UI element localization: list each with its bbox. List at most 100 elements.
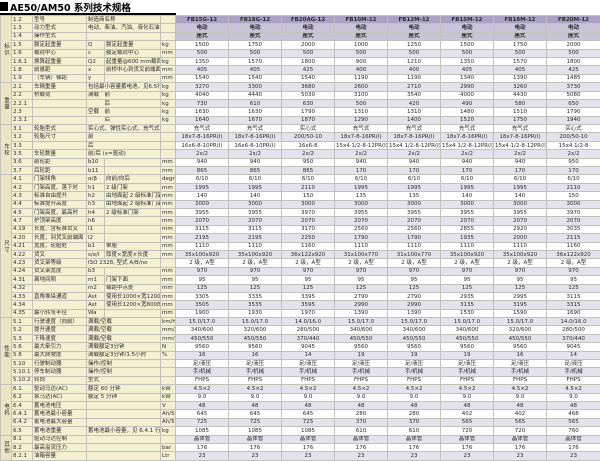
- row-number: 5.10: [11, 358, 33, 369]
- cell-value: 1340: [440, 73, 495, 84]
- cell-value: 950: [546, 157, 600, 168]
- cell-value: 1390: [493, 73, 548, 84]
- cell-value: 4.5×2: [281, 384, 336, 394]
- cell-value: 1970: [281, 308, 336, 319]
- cell-value: 95: [387, 275, 442, 285]
- row-unit: mm: [160, 65, 177, 75]
- row-description: [103, 216, 162, 226]
- cell-value: 2070: [228, 216, 283, 226]
- cell-value: 200/50-10: [281, 132, 336, 142]
- row-unit: kg: [160, 426, 177, 436]
- row-description: 2 级标准门架: [103, 207, 162, 218]
- cell-value: 95: [440, 275, 495, 285]
- row-number: 2.2: [11, 90, 33, 100]
- cell-value: 9.0: [440, 392, 495, 402]
- cell-value: 18x7-8-16PR(I): [387, 132, 442, 142]
- table-row: 车轮3.1轮胎型式实心式、弹性实心式、充气式、聚氨酯式充气式充气式实心式充气式充…: [0, 124, 600, 176]
- cell-value: 2 级，A型: [175, 258, 230, 268]
- cell-value: 125: [387, 283, 442, 293]
- cell-value: 23: [281, 451, 336, 461]
- cell-value: 3270: [175, 82, 230, 92]
- row-number: 4.3: [11, 191, 33, 201]
- cell-value: 23: [175, 451, 230, 461]
- cell-value: FHPS: [387, 375, 442, 386]
- row-number: 6.4: [11, 400, 33, 411]
- cell-value: 565: [493, 417, 548, 428]
- cell-value: 充气式: [440, 124, 495, 134]
- row-description: 包括最小容量蓄电池，见6.5行: [85, 82, 162, 92]
- cell-value: 150: [546, 191, 600, 201]
- spec-table: 标识 1.2 型号 制造商名称 FB15G-12 FB18G-12 FB20AG-12 FB1…: [0, 14, 600, 461]
- cell-value: 1940: [546, 115, 600, 126]
- cell-value: 23: [387, 451, 442, 461]
- cell-value: 1110: [440, 241, 495, 251]
- row-label: 轮胎型式: [32, 124, 87, 134]
- cell-value: 3955: [334, 207, 389, 218]
- cell-value: 450/550: [334, 333, 389, 344]
- cell-value: 1190: [334, 73, 389, 84]
- row-symbol: Ast: [86, 291, 105, 302]
- group-label: 电机: [0, 384, 12, 436]
- cell-value: 3260: [493, 82, 548, 92]
- table-row: 3.7 后轮距 b11 mm 865 865 865 170 170 170 170 170: [1, 166, 600, 176]
- cell-value: 1500: [175, 40, 230, 50]
- row-label: 车轮数量: [32, 149, 87, 159]
- row-number: 4.33: [11, 291, 33, 302]
- table-row: 6.4 蓄电池电压 V 48 48 48 48 48 48 48 48: [1, 400, 600, 411]
- cell-value: 晶体管: [175, 434, 230, 444]
- cell-value: 340/600: [175, 325, 230, 335]
- row-label: 离地间隙: [32, 275, 87, 285]
- row-description: 额定 5 分钟: [85, 392, 162, 402]
- row-symbol: h1: [86, 182, 105, 193]
- table-row: 6.2 泵马达(AC) 额定 5 分钟 kW 9.0 9.0 9.0 9.0 9.0 9.0 9.0…: [1, 392, 600, 402]
- table-row: 6.4.1蓄电池最小容量Ah/5h64564564528028040240246…: [1, 409, 600, 419]
- cell-value: 500: [228, 48, 283, 58]
- row-description: 前桥中心到货叉前端面: [103, 65, 162, 75]
- cell-value: 9560: [440, 342, 495, 352]
- cell-value: 2110: [281, 182, 336, 193]
- cell-value: 35x100x920: [493, 249, 548, 260]
- cell-value: 1900: [175, 308, 230, 319]
- cell-value: 1390: [387, 308, 442, 319]
- cell-value: 48: [334, 400, 389, 411]
- row-unit: kg: [160, 115, 177, 126]
- cell-value: FB18M-12: [493, 14, 548, 25]
- cell-value: 足/液压: [440, 358, 495, 369]
- cell-value: 1510: [493, 107, 548, 117]
- cell-value: 95: [334, 275, 389, 285]
- cell-value: 足/液压: [546, 358, 600, 369]
- table-row: 4.20 长度、到货叉前端面 l2 mm 2195 2195 2250 1790 1790 193…: [1, 233, 600, 243]
- cell-value: 95: [228, 275, 283, 285]
- row-symbol: b10: [86, 157, 105, 168]
- cell-value: 176: [228, 442, 283, 453]
- cell-value: 2 级，A型: [281, 258, 336, 268]
- row-unit: mm: [160, 199, 177, 210]
- cell-value: 610: [334, 426, 389, 436]
- row-description: 由地面起 2 级标准门架: [103, 191, 162, 201]
- cell-value: 3955: [228, 207, 283, 218]
- row-label: 最高溢流压力: [32, 442, 87, 453]
- cell-value: 3730: [546, 82, 600, 92]
- cell-value: 650: [546, 98, 600, 109]
- cell-value: 280: [334, 409, 389, 419]
- cell-value: 3505: [175, 300, 230, 310]
- cell-value: 400: [387, 65, 442, 75]
- row-number: 3.5: [11, 149, 33, 159]
- row-symbol: l1: [86, 224, 105, 235]
- cell-value: 31x100x770: [387, 249, 442, 260]
- row-unit: V: [160, 400, 177, 411]
- cell-value: 1790: [387, 233, 442, 243]
- cell-value: 3135: [440, 300, 495, 310]
- row-label: 长度、含标准货叉: [32, 224, 87, 235]
- row-label: 型号: [32, 14, 87, 25]
- cell-value: 970: [387, 266, 442, 277]
- cell-value: 15x4 1/2-8-12PR(I): [493, 140, 548, 151]
- cell-value: 1995: [387, 182, 442, 193]
- cell-value: 170: [440, 166, 495, 176]
- cell-value: 2 级，A型: [334, 258, 389, 268]
- row-number: 1.4: [11, 31, 33, 42]
- cell-value: 1750: [493, 40, 548, 50]
- cell-value: 420: [387, 98, 442, 109]
- row-number: 5.10.1: [11, 367, 33, 377]
- row-number: 8.2: [11, 442, 33, 453]
